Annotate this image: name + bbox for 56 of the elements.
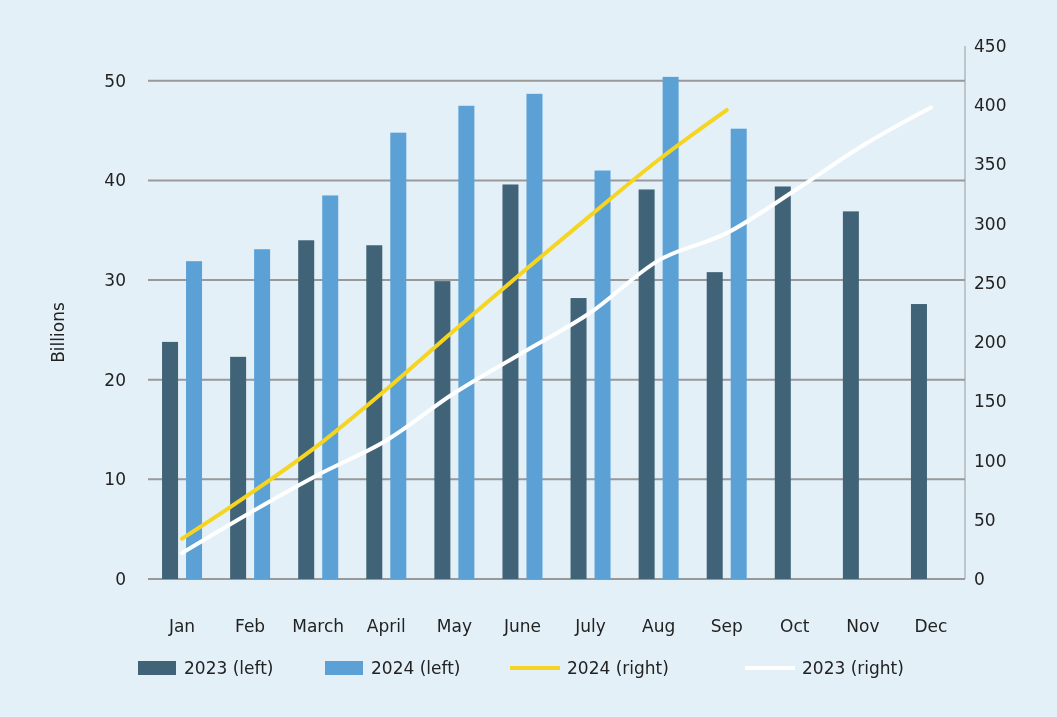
x-tick-label: June (502, 615, 541, 636)
bar (458, 105, 475, 579)
bar (390, 132, 407, 579)
y2-tick-label: 400 (974, 95, 1007, 116)
x-tick-label: March (292, 615, 345, 636)
y2-tick-label: 100 (974, 450, 1007, 471)
x-tick-label: Feb (235, 615, 266, 636)
x-tick-label: Dec (914, 615, 948, 636)
y2-tick-label: 450 (974, 35, 1007, 56)
line-series (180, 107, 729, 541)
y-tick-label: 20 (104, 369, 126, 390)
y-tick-label: 30 (104, 270, 126, 291)
x-tick-label: Sep (710, 615, 743, 636)
bar (502, 184, 519, 579)
bar (842, 211, 859, 579)
bar (322, 195, 339, 579)
legend-label: 2024 (left) (371, 657, 461, 678)
bar (162, 341, 179, 579)
bar (638, 189, 655, 579)
bar (366, 245, 383, 579)
x-tick-label: Nov (846, 615, 880, 636)
y-tick-label: 0 (115, 568, 126, 589)
bar (434, 281, 451, 579)
x-tick-label: July (574, 615, 606, 636)
bar (254, 249, 271, 579)
legend-label: 2024 (right) (567, 657, 669, 678)
y-tick-label: 50 (104, 70, 126, 91)
y-axis-title: Billions (48, 302, 68, 363)
y2-tick-label: 250 (974, 272, 1007, 293)
legend-label: 2023 (left) (184, 657, 274, 678)
y2-tick-label: 0 (974, 568, 985, 589)
bar (186, 261, 203, 579)
x-tick-label: Jan (167, 615, 196, 636)
bar (570, 298, 587, 579)
x-tick-label: Oct (780, 615, 810, 636)
x-tick-label: May (436, 615, 472, 636)
bar (774, 186, 791, 579)
x-tick-label: Aug (642, 615, 676, 636)
bar (730, 128, 747, 579)
y2-tick-label: 350 (974, 154, 1007, 175)
y-tick-label: 40 (104, 170, 126, 191)
y-tick-label: 10 (104, 469, 126, 490)
line-series (180, 105, 933, 555)
x-tick-label: April (366, 615, 406, 636)
y2-tick-label: 50 (974, 509, 996, 530)
bar (706, 272, 723, 579)
bar (230, 356, 247, 579)
bar (662, 76, 679, 579)
legend-label: 2023 (right) (802, 657, 904, 678)
bar (526, 93, 543, 579)
y2-tick-label: 300 (974, 213, 1007, 234)
bar (910, 304, 927, 579)
y2-tick-label: 150 (974, 391, 1007, 412)
bar (298, 240, 315, 579)
bar (594, 170, 611, 579)
y2-tick-label: 200 (974, 332, 1007, 353)
